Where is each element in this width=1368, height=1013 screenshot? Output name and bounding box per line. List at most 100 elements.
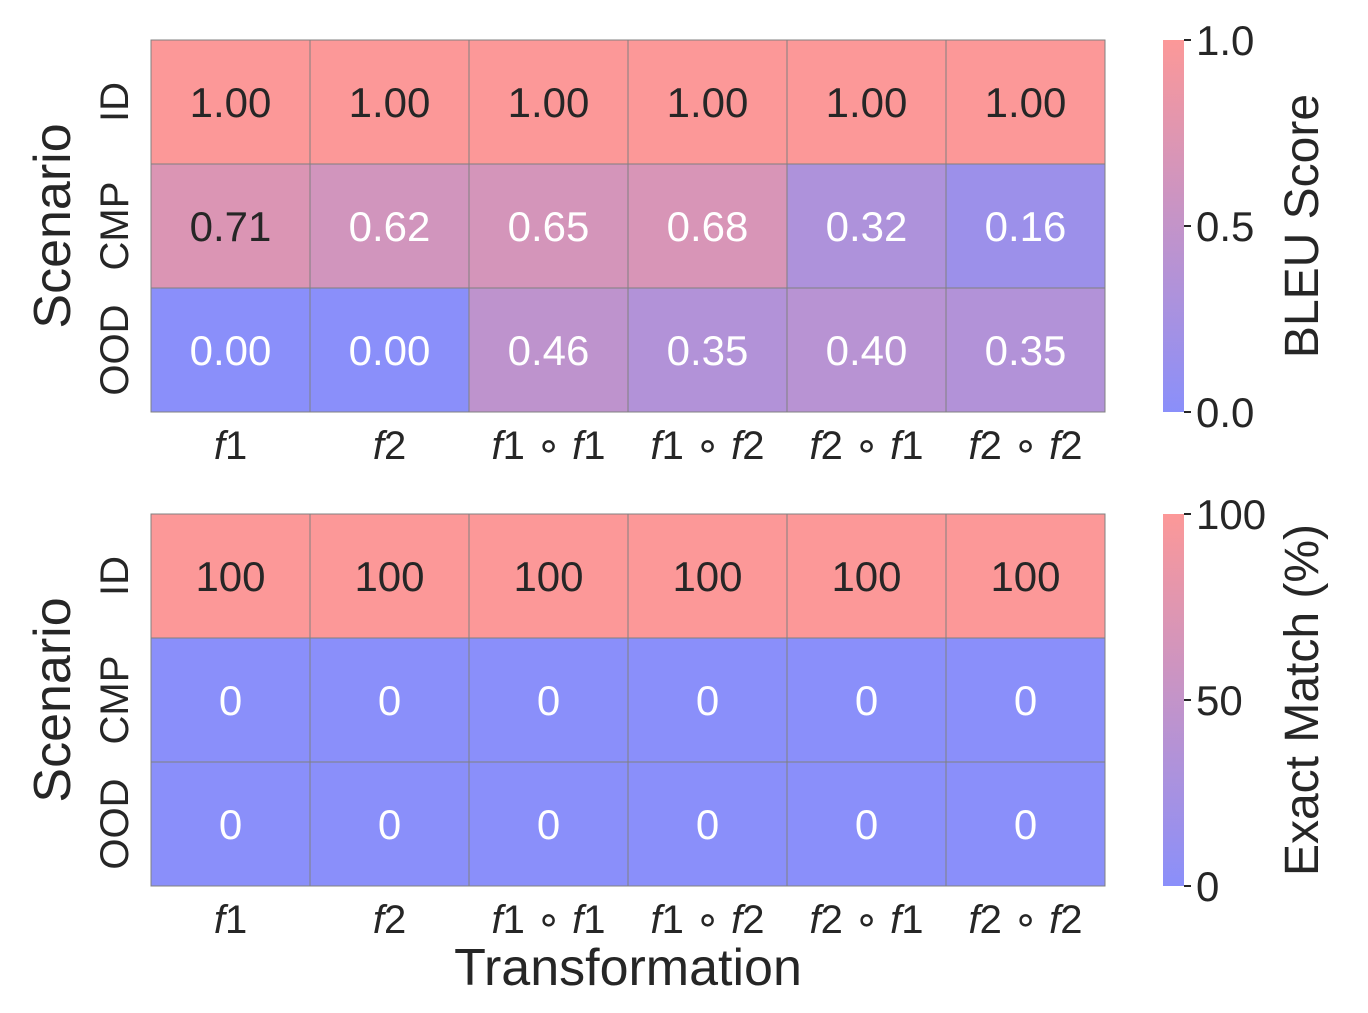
cell-value-label: 100 (672, 553, 742, 600)
heatmap-cell (468, 39, 629, 165)
row-tick-label: OOD (93, 304, 137, 395)
heatmap-cell (786, 637, 947, 763)
cell-value-label: 0 (219, 801, 242, 848)
row-tick-label: CMP (93, 656, 137, 745)
heatmap-cell (945, 287, 1106, 413)
heatmap-cell (945, 637, 1106, 763)
heatmap-panel-2: 100 100 100 100 100 100 0 0 0 0 0 0 0 0 0 0 0 0 ID CMP OODSc… (24, 491, 1329, 997)
colorbar-label: BLEU Score (1276, 94, 1329, 358)
heatmap-cell (627, 39, 788, 165)
cell-value-label: 1.00 (349, 79, 431, 126)
row-tick-label: ID (93, 82, 137, 122)
cell-value-label: 100 (513, 553, 583, 600)
colorbar-tick-label: 0 (1196, 863, 1219, 910)
heatmap-cell (627, 287, 788, 413)
heatmap-cell (945, 39, 1106, 165)
cell-value-label: 100 (831, 553, 901, 600)
column-tick-label: f1 ∘ f1 (491, 424, 605, 468)
cell-value-label: 100 (195, 553, 265, 600)
cell-value-label: 1.00 (190, 79, 272, 126)
cell-value-label: 0 (378, 801, 401, 848)
cell-value-label: 0.68 (667, 203, 749, 250)
heatmap-cell (309, 287, 470, 413)
column-tick-label: f2 (373, 898, 406, 942)
column-tick-label: f2 (373, 424, 406, 468)
cell-value-label: 0 (696, 677, 719, 724)
heatmap-cell (309, 163, 470, 289)
cell-value-label: 1.00 (985, 79, 1067, 126)
heatmap-cell (309, 39, 470, 165)
cell-value-label: 100 (354, 553, 424, 600)
heatmap-cell (150, 39, 311, 165)
heatmap-cell (468, 513, 629, 639)
colorbar-tick-label: 0.5 (1196, 203, 1254, 250)
cell-value-label: 0.16 (985, 203, 1067, 250)
colorbar-tick-label: 100 (1196, 491, 1266, 538)
row-tick-label: ID (93, 556, 137, 596)
cell-value-label: 0 (219, 677, 242, 724)
colorbar-tick-label: 0.0 (1196, 389, 1254, 436)
heatmap-cell (150, 637, 311, 763)
heatmap-cell (786, 39, 947, 165)
column-tick-label: f1 (214, 424, 247, 468)
cell-value-label: 0.35 (985, 327, 1067, 374)
heatmap-cell (786, 513, 947, 639)
heatmap-cell (945, 163, 1106, 289)
column-tick-label: f1 ∘ f2 (650, 898, 764, 942)
column-tick-label: f2 ∘ f1 (809, 424, 923, 468)
heatmap-cell (309, 637, 470, 763)
column-tick-label: f2 ∘ f2 (968, 898, 1082, 942)
cell-value-label: 1.00 (826, 79, 908, 126)
cell-value-label: 0 (378, 677, 401, 724)
cell-value-label: 0.35 (667, 327, 749, 374)
heatmap-cell (627, 513, 788, 639)
heatmap-cell (945, 761, 1106, 887)
colorbar-tick-label: 1.0 (1196, 17, 1254, 64)
y-axis-label: Scenario (24, 123, 82, 328)
heatmap-cell (786, 761, 947, 887)
cell-value-label: 0 (855, 677, 878, 724)
cell-value-label: 0.32 (826, 203, 908, 250)
column-tick-label: f2 ∘ f2 (968, 424, 1082, 468)
colorbar-label: Exact Match (%) (1276, 524, 1329, 876)
cell-value-label: 0.40 (826, 327, 908, 374)
cell-value-label: 0.71 (190, 203, 272, 250)
cell-value-label: 0.00 (190, 327, 272, 374)
heatmap-cell (309, 513, 470, 639)
heatmap-cell (150, 761, 311, 887)
heatmap-cell (468, 287, 629, 413)
column-tick-label: f1 ∘ f2 (650, 424, 764, 468)
y-axis-label: Scenario (24, 597, 82, 802)
column-tick-label: f2 ∘ f1 (809, 898, 923, 942)
colorbar (1163, 514, 1184, 886)
row-tick-label: OOD (93, 778, 137, 869)
colorbar-tick-label: 50 (1196, 677, 1243, 724)
colorbar (1163, 40, 1184, 412)
heatmap-panel-1: 1.00 1.00 1.00 1.00 1.00 1.00 0.71 0.62 0.65 0.68… (24, 17, 1329, 468)
heatmap-cell (945, 513, 1106, 639)
cell-value-label: 0 (855, 801, 878, 848)
cell-value-label: 0.00 (349, 327, 431, 374)
cell-value-label: 0 (1014, 801, 1037, 848)
cell-value-label: 0.65 (508, 203, 590, 250)
cell-value-label: 0 (696, 801, 719, 848)
cell-value-label: 0 (1014, 677, 1037, 724)
cell-value-label: 1.00 (667, 79, 749, 126)
cell-value-label: 0.46 (508, 327, 590, 374)
heatmap-cell (150, 513, 311, 639)
heatmap-cell (627, 163, 788, 289)
cell-value-label: 100 (990, 553, 1060, 600)
heatmap-cell (468, 761, 629, 887)
cell-value-label: 0 (537, 801, 560, 848)
cell-value-label: 1.00 (508, 79, 590, 126)
cell-value-label: 0.62 (349, 203, 431, 250)
heatmap-cell (150, 287, 311, 413)
heatmap-cell (786, 287, 947, 413)
column-tick-label: f1 ∘ f1 (491, 898, 605, 942)
x-axis-label: Transformation (454, 939, 802, 997)
cell-value-label: 0 (537, 677, 560, 724)
heatmap-cell (627, 761, 788, 887)
column-tick-label: f1 (214, 898, 247, 942)
